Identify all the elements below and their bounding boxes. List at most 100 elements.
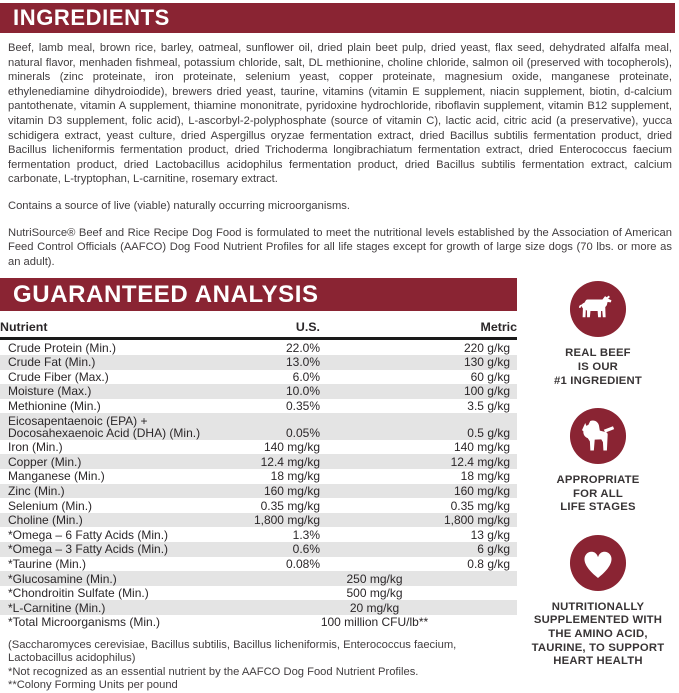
aafco-statement: NutriSource® Beef and Rice Recipe Dog Fo…: [8, 226, 672, 268]
nutrient-metric-value: 18 mg/kg: [460, 469, 510, 484]
nutrient-name: Eicosapentaenoic (EPA) + Docosahexaenoic…: [8, 413, 201, 440]
nutrient-us-value: 18 mg/kg: [270, 469, 320, 484]
nutrient-merged-value: 20 mg/kg: [349, 600, 400, 615]
nutrient-name: Copper (Min.): [8, 454, 82, 469]
nutrient-us-value: 160 mg/kg: [263, 483, 320, 498]
nutrient-merged-value: 500 mg/kg: [346, 586, 403, 601]
nutrient-metric-value: 100 g/kg: [463, 384, 510, 399]
nutrient-name: Crude Fiber (Max.): [8, 369, 109, 384]
nutrient-us-value: 0.35%: [285, 398, 320, 413]
column-header-metric: Metric: [320, 321, 517, 341]
nutrient-us-value: 12.4 mg/kg: [260, 454, 320, 469]
nutrient-us-value: 1,800 mg/kg: [253, 513, 320, 528]
nutrient-name: Selenium (Min.): [8, 498, 93, 513]
table-row: Choline (Min.) 1,800 mg/kg 1,800 mg/kg: [0, 512, 517, 528]
ingredients-paragraph: Beef, lamb meal, brown rice, barley, oat…: [8, 42, 672, 186]
nutrient-merged-value: 100 million CFU/lb**: [320, 615, 429, 630]
badge-heart-health: NUTRITIONALLY SUPPLEMENTED WITH THE AMIN…: [532, 534, 665, 669]
heart-icon: [569, 534, 627, 591]
nutrient-us-value: 13.0%: [285, 355, 320, 370]
badge-real-beef: REAL BEEF IS OUR #1 INGREDIENT: [554, 280, 642, 388]
table-row: Crude Fat (Min.) 13.0% 130 g/kg: [0, 354, 517, 370]
nutrient-name: Moisture (Max.): [8, 384, 92, 399]
nutrient-us-value: 0.05%: [285, 425, 320, 440]
nutrient-name: Manganese (Min.): [8, 469, 105, 484]
table-row: Crude Fiber (Max.) 6.0% 60 g/kg: [0, 370, 517, 385]
table-row: *Glucosamine (Min.) 250 mg/kg: [0, 571, 517, 586]
nutrient-name: Crude Protein (Min.): [8, 340, 117, 355]
nutrient-us-value: 0.6%: [292, 542, 320, 557]
badge-real-beef-label: REAL BEEF IS OUR #1 INGREDIENT: [554, 347, 642, 387]
nutrient-us-value: 0.08%: [285, 556, 320, 571]
nutrient-metric-value: 0.35 mg/kg: [450, 498, 510, 513]
nutrient-metric-value: 12.4 mg/kg: [450, 454, 510, 469]
analysis-table-body: Crude Protein (Min.) 22.0% 220 g/kg Crude F…: [0, 339, 517, 630]
badge-life-stages: APPROPRIATE FOR ALL LIFE STAGES: [557, 407, 640, 515]
nutrient-name: *Omega – 6 Fatty Acids (Min.): [8, 527, 169, 542]
nutrient-us-value: 22.0%: [285, 340, 320, 355]
guaranteed-analysis-title: GUARANTEED ANALYSIS: [13, 280, 319, 308]
table-header-row: Nutrient U.S. Metric: [0, 321, 517, 341]
nutrient-name: *L-Carnitine (Min.): [8, 600, 106, 615]
nutrient-name: Methionine (Min.): [8, 398, 101, 413]
table-row: *Chondroitin Sulfate (Min.) 500 mg/kg: [0, 586, 517, 601]
ingredients-section-header: INGREDIENTS: [0, 3, 675, 33]
badge-heart-health-label: NUTRITIONALLY SUPPLEMENTED WITH THE AMIN…: [531, 600, 665, 668]
table-row: *Omega – 6 Fatty Acids (Min.) 1.3% 13 g/kg: [0, 527, 517, 542]
nutrient-merged-value: 250 mg/kg: [346, 571, 403, 586]
nutrient-metric-value: 60 g/kg: [470, 369, 510, 384]
nutrient-name: *Omega – 3 Fatty Acids (Min.): [8, 542, 169, 557]
nutrient-name: Choline (Min.): [8, 513, 83, 528]
nutrient-metric-value: 6 g/kg: [477, 542, 510, 557]
nutrient-us-value: 140 mg/kg: [263, 440, 320, 455]
analysis-left-column: GUARANTEED ANALYSIS Nutrient U.S. Metric…: [0, 278, 517, 693]
dog-icon: [569, 408, 627, 465]
table-row: Methionine (Min.) 0.35% 3.5 g/kg: [0, 399, 517, 414]
footnote-microorganism-species: (Saccharomyces cerevisiae, Bacillus subt…: [8, 638, 457, 665]
table-row: Iron (Min.) 140 mg/kg 140 mg/kg: [0, 440, 517, 455]
guaranteed-analysis-section-header: GUARANTEED ANALYSIS: [0, 278, 517, 312]
nutrient-name: *Glucosamine (Min.): [8, 571, 117, 586]
nutrient-name: Iron (Min.): [8, 440, 63, 455]
table-row: *L-Carnitine (Min.) 20 mg/kg: [0, 600, 517, 615]
nutrient-name: Crude Fat (Min.): [8, 355, 96, 370]
nutrient-us-value: 10.0%: [285, 384, 320, 399]
nutrient-metric-value: 1,800 mg/kg: [443, 513, 510, 528]
nutrient-name: *Total Microorganisms (Min.): [8, 615, 161, 630]
nutrient-metric-value: 13 g/kg: [470, 527, 510, 542]
analysis-section: GUARANTEED ANALYSIS Nutrient U.S. Metric…: [0, 278, 679, 693]
column-header-us: U.S.: [232, 321, 320, 341]
footnote-not-recognized: *Not recognized as an essential nutrient…: [8, 665, 419, 678]
nutrient-us-value: 0.35 mg/kg: [260, 498, 320, 513]
nutrient-us-value: 1.3%: [292, 527, 320, 542]
table-row: Moisture (Max.) 10.0% 100 g/kg: [0, 384, 517, 399]
nutrient-metric-value: 220 g/kg: [463, 340, 510, 355]
table-row: Manganese (Min.) 18 mg/kg 18 mg/kg: [0, 469, 517, 484]
microorganisms-note: Contains a source of live (viable) natur…: [8, 199, 350, 212]
nutrient-metric-value: 0.5 g/kg: [467, 425, 510, 440]
nutrient-name: *Taurine (Min.): [8, 556, 87, 571]
column-header-nutrient: Nutrient: [0, 321, 232, 341]
nutrient-metric-value: 140 mg/kg: [453, 440, 510, 455]
guaranteed-analysis-table: Nutrient U.S. Metric Crude Protein (Min.…: [0, 321, 517, 629]
footnote-cfu: **Colony Forming Units per pound: [8, 679, 178, 692]
footnotes: (Saccharomyces cerevisiae, Bacillus subt…: [8, 639, 500, 693]
table-row: *Total Microorganisms (Min.) 100 million …: [0, 615, 517, 630]
nutrient-metric-value: 3.5 g/kg: [467, 398, 510, 413]
badge-life-stages-label: APPROPRIATE FOR ALL LIFE STAGES: [556, 474, 640, 514]
table-row: Selenium (Min.) 0.35 mg/kg 0.35 mg/kg: [0, 498, 517, 513]
table-row: Zinc (Min.) 160 mg/kg 160 mg/kg: [0, 483, 517, 499]
table-row: Eicosapentaenoic (EPA) + Docosahexaenoic…: [0, 413, 517, 440]
nutrient-metric-value: 160 mg/kg: [453, 483, 510, 498]
table-row: Crude Protein (Min.) 22.0% 220 g/kg: [0, 339, 517, 355]
badge-sidebar: REAL BEEF IS OUR #1 INGREDIENT APPROPRIA…: [517, 278, 679, 693]
ingredients-title: INGREDIENTS: [13, 5, 170, 30]
nutrient-metric-value: 0.8 g/kg: [467, 556, 510, 571]
nutrient-us-value: 6.0%: [292, 369, 320, 384]
table-row: Copper (Min.) 12.4 mg/kg 12.4 mg/kg: [0, 454, 517, 470]
table-row: *Taurine (Min.) 0.08% 0.8 g/kg: [0, 557, 517, 572]
nutrient-name: Zinc (Min.): [8, 483, 65, 498]
cow-icon: [569, 281, 627, 338]
nutrient-name: *Chondroitin Sulfate (Min.): [8, 586, 149, 601]
nutrient-metric-value: 130 g/kg: [463, 355, 510, 370]
